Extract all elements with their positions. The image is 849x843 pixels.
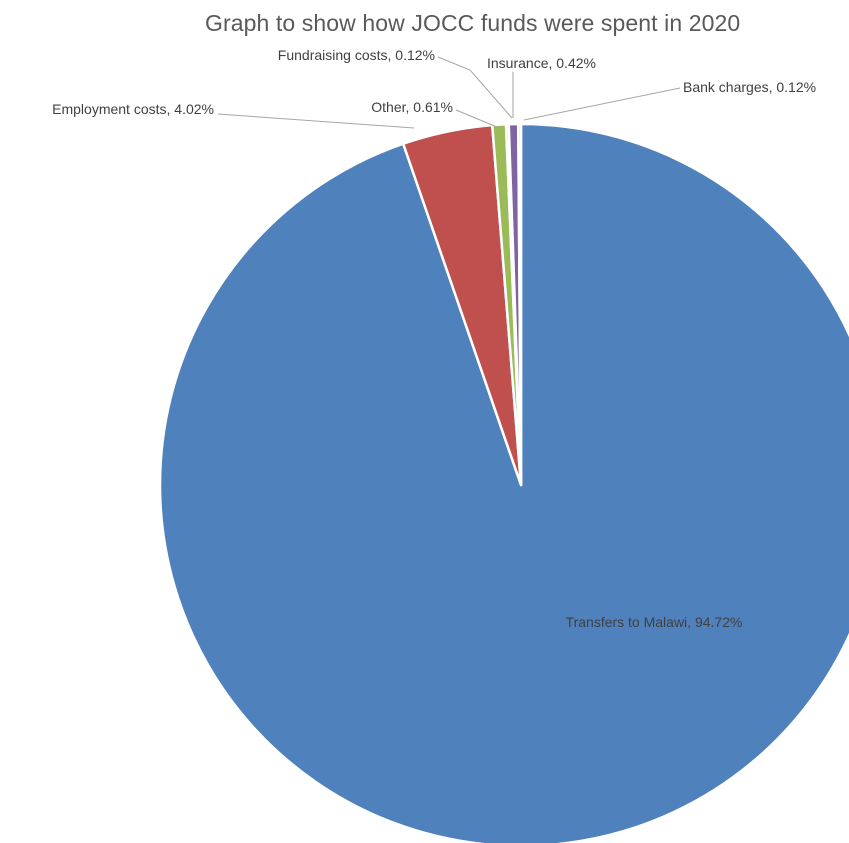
chart-title: Graph to show how JOCC funds were spent … (205, 10, 741, 36)
pie-slice-transfers-to-malawi (158, 122, 849, 843)
leader-line-other (455, 109, 498, 128)
slice-label-employment-costs: Employment costs, 4.02% (52, 101, 214, 117)
leader-lines (217, 56, 681, 129)
slice-label-fundraising-costs: Fundraising costs, 0.12% (278, 47, 435, 63)
slice-label-transfers-to-malawi: Transfers to Malawi, 94.72% (566, 614, 743, 630)
slice-label-other: Other, 0.61% (371, 99, 453, 115)
pie-slices (158, 122, 849, 843)
slice-label-bank-charges: Bank charges, 0.12% (683, 79, 816, 95)
slice-labels: Transfers to Malawi, 94.72% Employment co… (52, 47, 816, 630)
leader-line-fundraising-costs (437, 56, 513, 119)
leader-line-employment-costs (217, 113, 415, 129)
slice-label-insurance: Insurance, 0.42% (487, 55, 596, 71)
pie-slice-bank-charges (517, 122, 523, 487)
leader-line-bank-charges (523, 87, 681, 121)
